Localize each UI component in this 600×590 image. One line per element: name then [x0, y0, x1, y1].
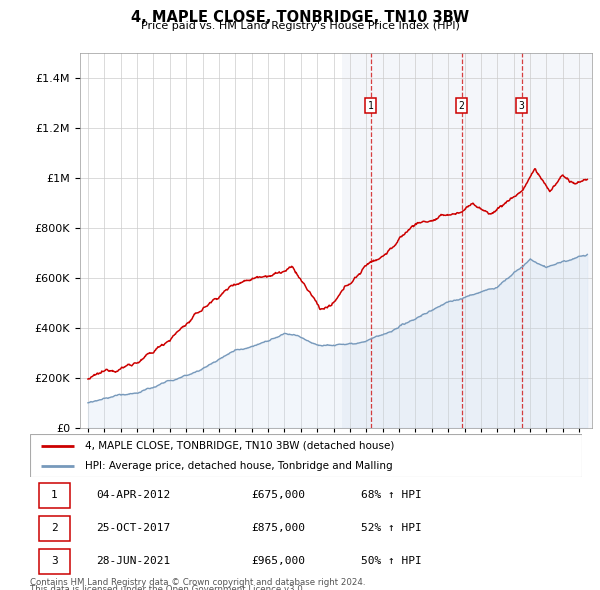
Text: 25-OCT-2017: 25-OCT-2017 [96, 523, 170, 533]
Text: £965,000: £965,000 [251, 556, 305, 566]
Text: £875,000: £875,000 [251, 523, 305, 533]
Bar [342, 53, 592, 428]
Text: Price paid vs. HM Land Registry's House Price Index (HPI): Price paid vs. HM Land Registry's House … [140, 21, 460, 31]
Text: 4, MAPLE CLOSE, TONBRIDGE, TN10 3BW: 4, MAPLE CLOSE, TONBRIDGE, TN10 3BW [131, 10, 469, 25]
FancyBboxPatch shape [40, 549, 70, 574]
Text: 3: 3 [51, 556, 58, 566]
Text: Contains HM Land Registry data © Crown copyright and database right 2024.: Contains HM Land Registry data © Crown c… [30, 578, 365, 587]
Text: 2: 2 [458, 100, 464, 110]
Text: This data is licensed under the Open Government Licence v3.0.: This data is licensed under the Open Gov… [30, 585, 305, 590]
Text: 1: 1 [51, 490, 58, 500]
Text: 68% ↑ HPI: 68% ↑ HPI [361, 490, 422, 500]
FancyBboxPatch shape [30, 434, 582, 477]
Text: 2: 2 [51, 523, 58, 533]
Text: £675,000: £675,000 [251, 490, 305, 500]
Text: 28-JUN-2021: 28-JUN-2021 [96, 556, 170, 566]
Text: 52% ↑ HPI: 52% ↑ HPI [361, 523, 422, 533]
Text: 1: 1 [368, 100, 374, 110]
Text: 3: 3 [519, 100, 524, 110]
Text: 4, MAPLE CLOSE, TONBRIDGE, TN10 3BW (detached house): 4, MAPLE CLOSE, TONBRIDGE, TN10 3BW (det… [85, 441, 395, 451]
FancyBboxPatch shape [40, 483, 70, 508]
Text: HPI: Average price, detached house, Tonbridge and Malling: HPI: Average price, detached house, Tonb… [85, 461, 393, 471]
Text: 04-APR-2012: 04-APR-2012 [96, 490, 170, 500]
FancyBboxPatch shape [40, 516, 70, 541]
Text: 50% ↑ HPI: 50% ↑ HPI [361, 556, 422, 566]
